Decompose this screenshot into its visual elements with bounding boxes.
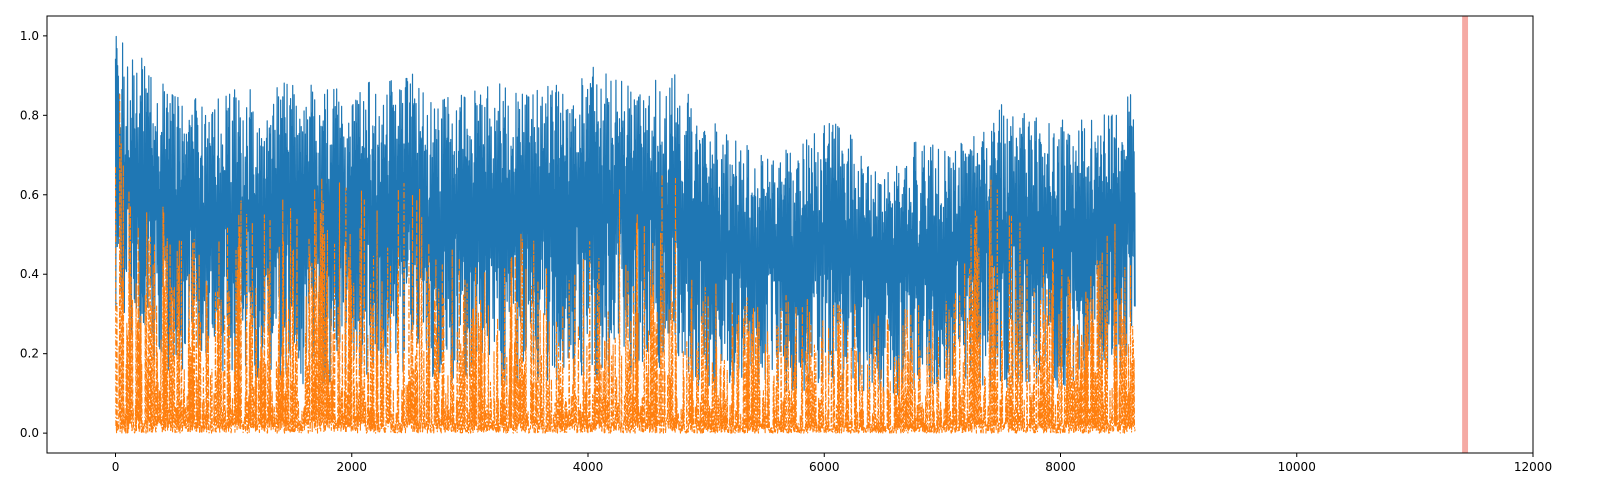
series-layer <box>114 35 1136 434</box>
y-tick-label: 0.2 <box>20 347 39 361</box>
x-tick-label: 10000 <box>1278 460 1316 474</box>
x-tick-label: 12000 <box>1514 460 1552 474</box>
x-tick-label: 4000 <box>573 460 604 474</box>
x-tick-label: 6000 <box>809 460 840 474</box>
x-tick-label: 0 <box>112 460 120 474</box>
y-tick-label: 0.8 <box>20 108 39 122</box>
highlight-span-0 <box>1462 16 1469 453</box>
series-line-1 <box>114 93 1136 434</box>
plot-frame <box>46 15 1534 454</box>
y-axis: 0.0 0.2 0.4 0.6 0.8 1.0 <box>20 29 47 440</box>
x-tick-label: 8000 <box>1045 460 1076 474</box>
series-line-0 <box>114 35 1136 397</box>
y-tick-label: 0.4 <box>20 267 39 281</box>
y-tick-label: 1.0 <box>20 29 39 43</box>
y-tick-label: 0.0 <box>20 426 39 440</box>
x-tick-label: 2000 <box>336 460 367 474</box>
y-tick-label: 0.6 <box>20 188 39 202</box>
highlight-layer <box>1462 16 1469 453</box>
x-axis: 0 2000 4000 6000 8000 10000 12000 <box>112 453 1552 474</box>
